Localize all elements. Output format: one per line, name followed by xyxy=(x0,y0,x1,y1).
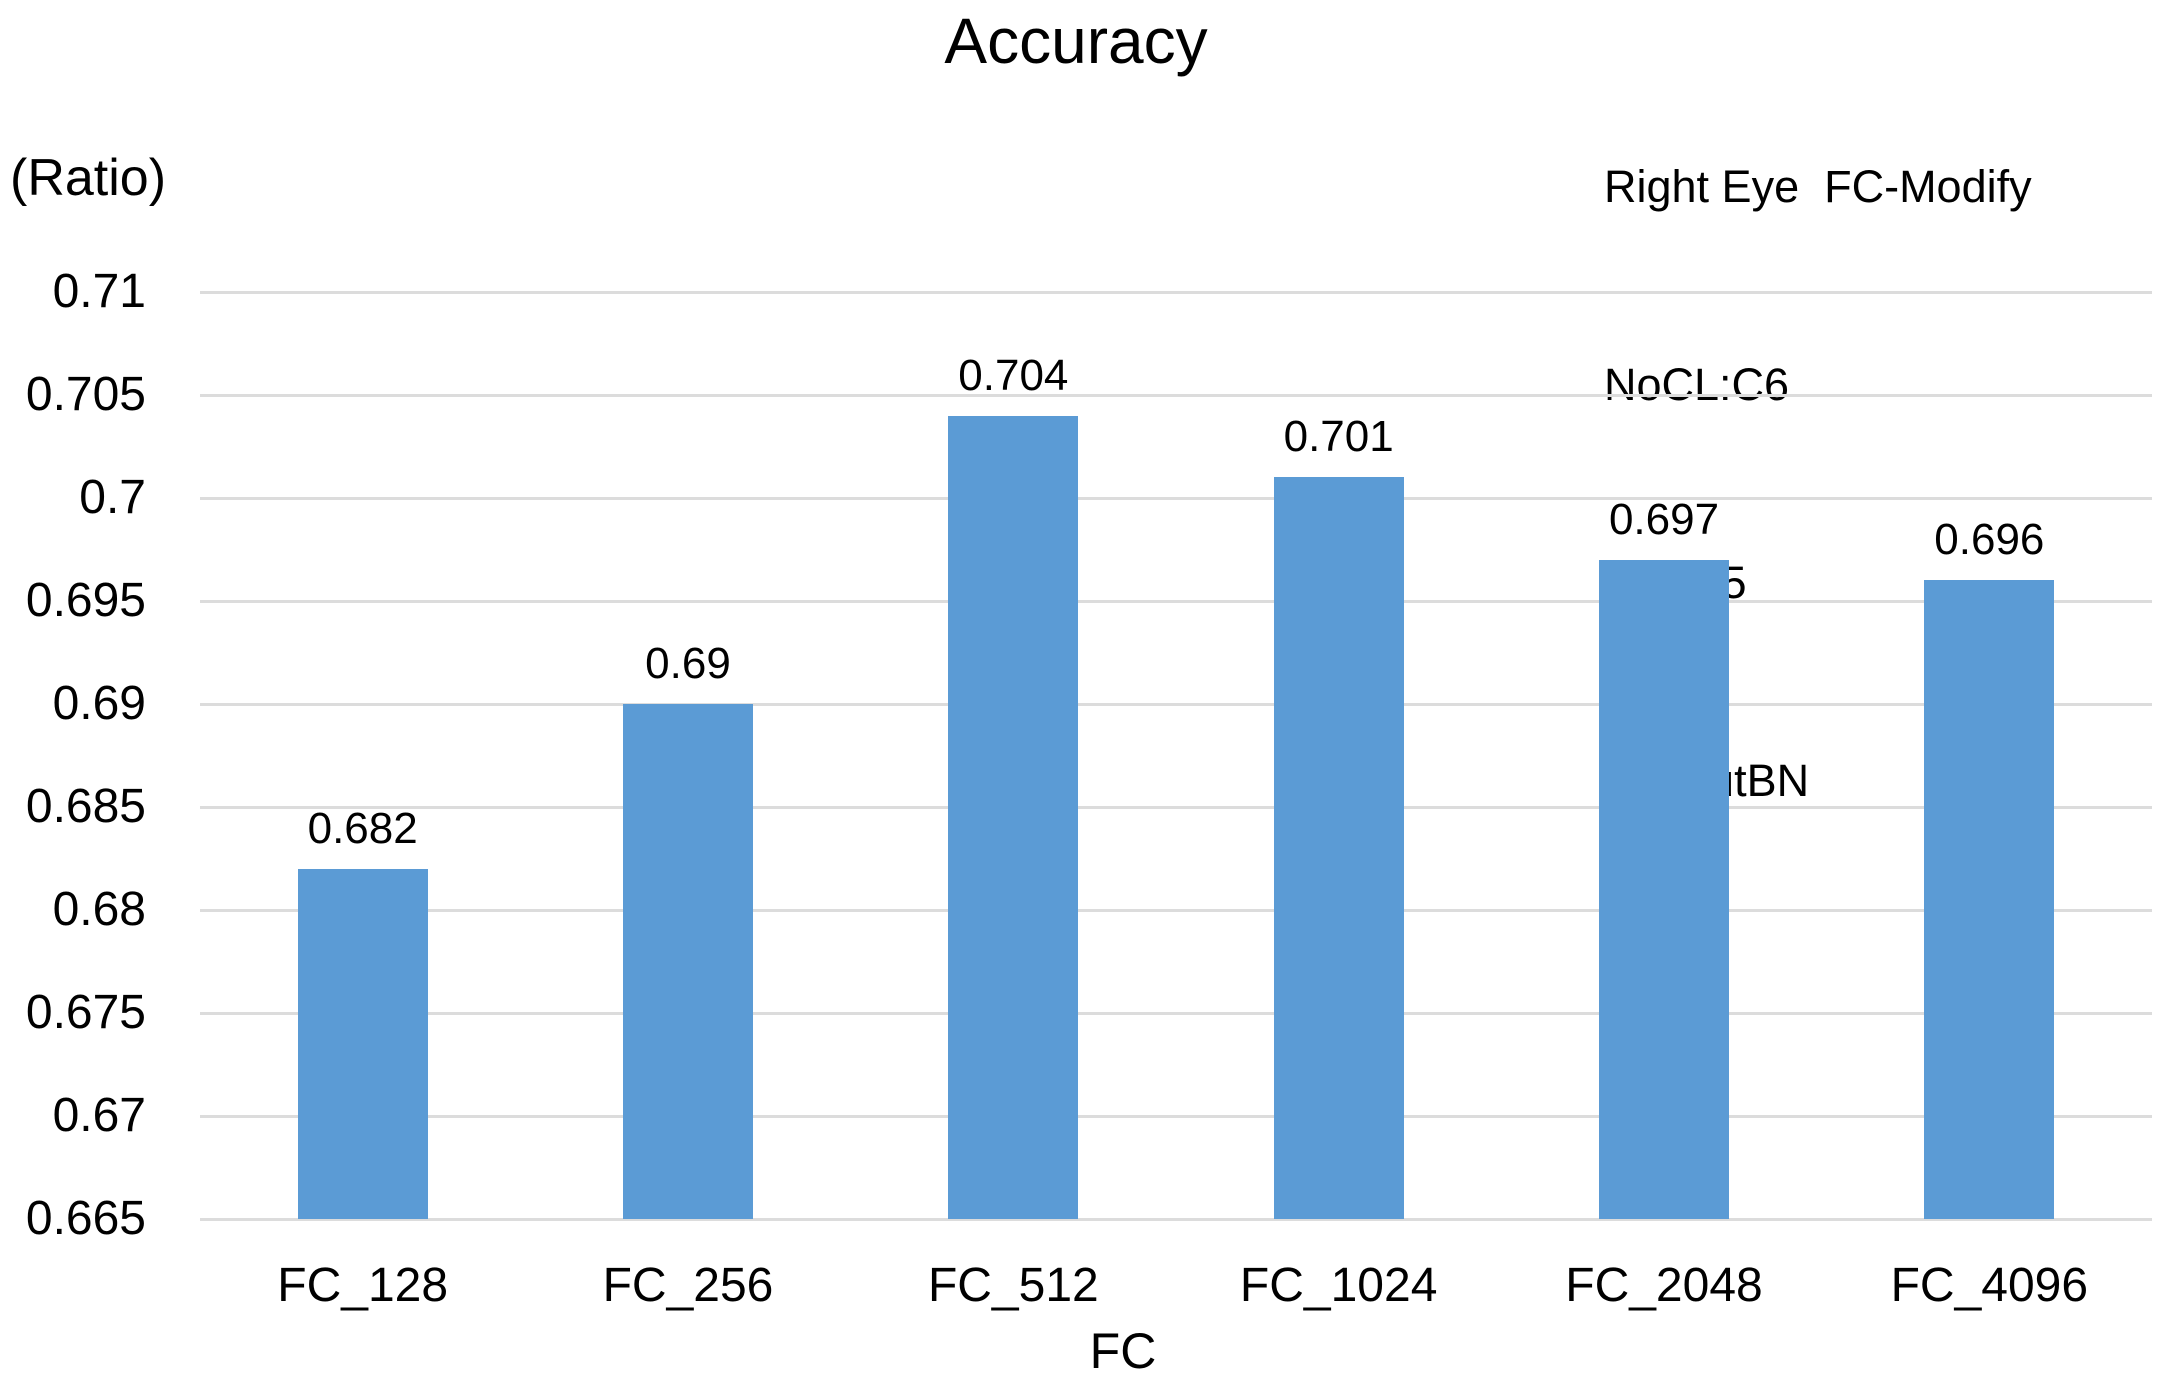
bar-FC_256 xyxy=(623,704,753,1219)
y-tick-label: 0.695 xyxy=(25,574,146,627)
y-axis-unit-label: (Ratio) xyxy=(10,149,167,207)
bar-value-label: 0.704 xyxy=(958,350,1069,400)
y-tick-label: 0.7 xyxy=(79,471,146,524)
x-tick-label: FC_256 xyxy=(602,1259,774,1312)
bar-value-label: 0.69 xyxy=(645,639,731,688)
annotation-line: Right Eye FC-Modify xyxy=(1604,161,2032,212)
gridline xyxy=(200,1115,2152,1118)
x-tick-label: FC_512 xyxy=(927,1259,1099,1312)
gridline xyxy=(200,703,2152,706)
y-tick-label: 0.675 xyxy=(25,986,146,1039)
gridline xyxy=(200,1218,2152,1221)
bar-FC_512 xyxy=(948,415,1079,1219)
bar-value-label: 0.701 xyxy=(1283,412,1394,462)
x-axis-title: FC xyxy=(1089,1323,1157,1379)
y-tick-label: 0.705 xyxy=(25,368,146,421)
annotation-line: NoCL:C6 xyxy=(1604,359,1790,410)
bar-FC_2048 xyxy=(1599,559,1729,1219)
bar-value-label: 0.682 xyxy=(307,803,418,853)
bar-FC_4096 xyxy=(1924,580,2055,1219)
plot-area: 0.682 0.69 0.704 0.701 0.697 0.696 xyxy=(200,291,2152,1221)
gridline xyxy=(200,909,2152,912)
bar-FC_128 xyxy=(297,868,428,1219)
gridline xyxy=(200,806,2152,809)
x-tick-label: FC_1024 xyxy=(1239,1259,1438,1312)
chart-title: Accuracy xyxy=(944,5,1208,77)
y-tick-label: 0.685 xyxy=(25,780,146,833)
gridline xyxy=(200,497,2152,500)
x-tick-label: FC_2048 xyxy=(1565,1259,1763,1312)
gridline xyxy=(200,600,2152,603)
y-tick-label: 0.69 xyxy=(52,677,146,730)
bar-value-label: 0.696 xyxy=(1934,515,2045,565)
y-tick-label: 0.665 xyxy=(25,1192,146,1245)
y-tick-label: 0.67 xyxy=(52,1089,146,1142)
bar-value-label: 0.697 xyxy=(1608,494,1720,544)
gridline xyxy=(200,394,2152,397)
y-tick-label: 0.71 xyxy=(52,265,146,318)
bar-FC_1024 xyxy=(1273,477,1404,1219)
gridline xyxy=(200,291,2152,294)
x-tick-label: FC_128 xyxy=(277,1259,449,1312)
x-tick-label: FC_4096 xyxy=(1890,1259,2089,1312)
y-tick-label: 0.68 xyxy=(52,883,146,936)
gridline xyxy=(200,1012,2152,1015)
